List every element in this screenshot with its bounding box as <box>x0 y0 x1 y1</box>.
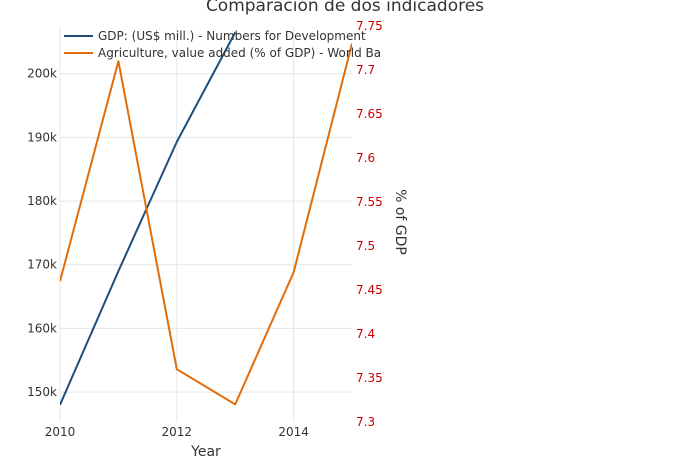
y-left-tick-label: 160k <box>27 321 57 335</box>
y-right-axis-title: % of GDP <box>392 189 408 255</box>
grid-layer <box>59 26 352 422</box>
x-tick-label: 2010 <box>45 425 76 439</box>
y-right-tick-label: 7.4 <box>356 327 375 341</box>
chart-title: Comparación de dos indicadores <box>206 0 484 16</box>
legend-label: Agriculture, value added (% of GDP) - Wo… <box>98 46 381 60</box>
series-line-gdp <box>60 31 237 406</box>
y-right-tick-label: 7.3 <box>356 415 375 429</box>
y-right-tick-label: 7.7 <box>356 63 375 77</box>
y-right-tick-label: 7.45 <box>356 283 383 297</box>
x-tick-label: 2012 <box>162 425 193 439</box>
y-left-tick-label: 170k <box>27 258 57 272</box>
legend[interactable]: GDP: (US$ mill.) - Numbers for Developme… <box>64 29 381 60</box>
x-axis-title: Year <box>190 444 221 460</box>
x-tick-label: 2014 <box>278 425 309 439</box>
y-left-tick-label: 190k <box>27 130 57 144</box>
y-left-tick-label: 180k <box>27 194 57 208</box>
y-left-tick-label: 150k <box>27 385 57 399</box>
y-right-tick-label: 7.65 <box>356 107 383 121</box>
axis-layer: 2010 2012 2014 150k 160k 170k 180k 190k 200k 7.3 7… <box>27 19 383 439</box>
series-layer <box>60 31 352 406</box>
y-right-tick-label: 7.35 <box>356 371 383 385</box>
y-right-tick-label: 7.55 <box>356 195 383 209</box>
legend-item[interactable]: Agriculture, value added (% of GDP) - Wo… <box>64 46 381 60</box>
y-right-tick-label: 7.6 <box>356 151 375 165</box>
y-right-tick-label: 7.75 <box>356 19 383 33</box>
series-line-agriculture <box>60 43 352 406</box>
legend-label: GDP: (US$ mill.) - Numbers for Developme… <box>98 29 366 43</box>
y-left-tick-label: 200k <box>27 67 57 81</box>
y-right-tick-label: 7.5 <box>356 239 375 253</box>
legend-item[interactable]: GDP: (US$ mill.) - Numbers for Developme… <box>64 29 366 43</box>
